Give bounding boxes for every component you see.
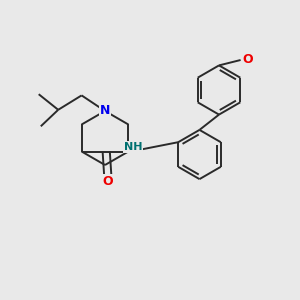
Text: N: N (100, 104, 110, 118)
Text: NH: NH (124, 142, 142, 152)
Text: O: O (242, 53, 253, 66)
Text: O: O (102, 175, 113, 188)
